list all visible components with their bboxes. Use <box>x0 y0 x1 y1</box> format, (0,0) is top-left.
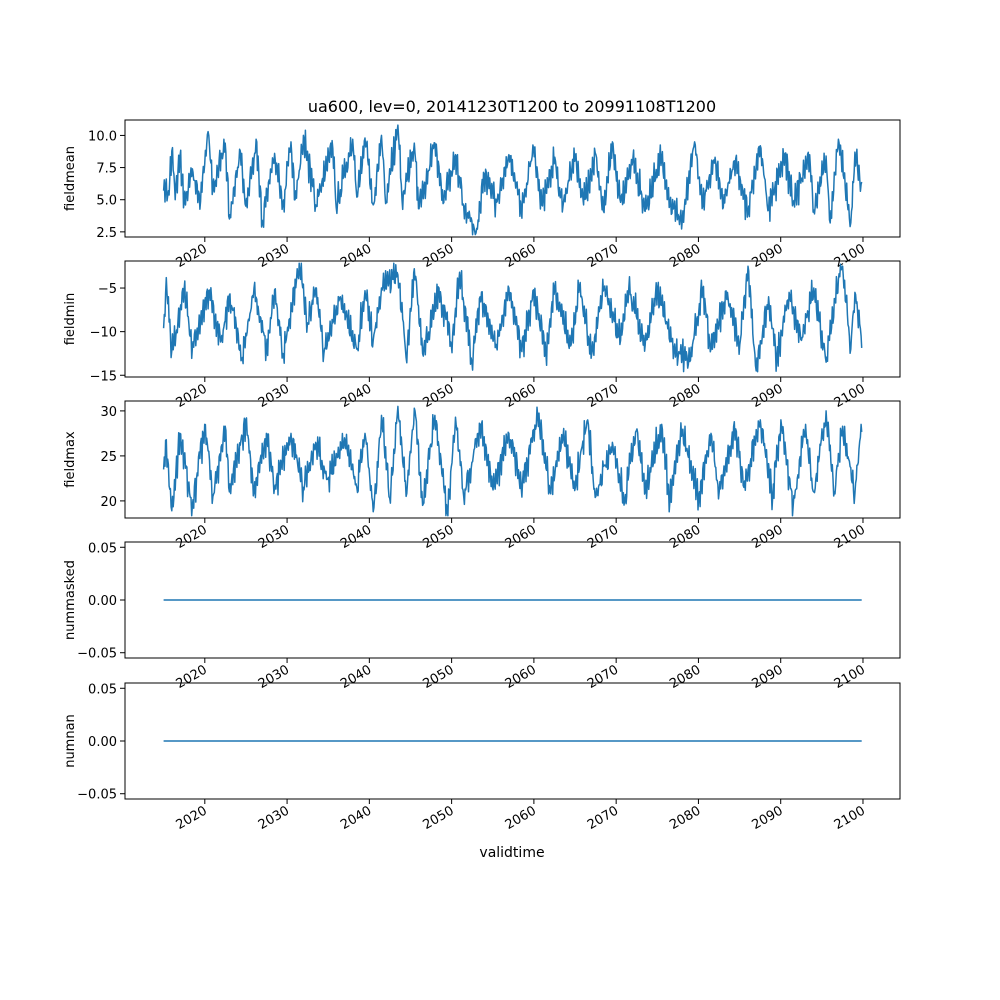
x-tick-label: 2080 <box>667 241 703 271</box>
y-tick-label: 0.05 <box>88 541 117 556</box>
y-tick-label: −10 <box>90 326 117 341</box>
x-tick-label: 2090 <box>750 522 786 552</box>
y-tick-label: −0.05 <box>77 788 117 803</box>
subplot-fieldmin: −15 −10 −5 2020 2030 2040 2050 2060 2070 2080 2090… <box>63 260 901 411</box>
x-tick-label: 2070 <box>585 803 621 833</box>
x-tick-label: 2020 <box>174 381 210 411</box>
x-tick-label: 2080 <box>667 522 703 552</box>
series-line-fieldmin <box>162 262 863 373</box>
x-tick-label: 2090 <box>750 662 786 692</box>
x-tick-label: 2040 <box>338 522 374 552</box>
figure-title: ua600, lev=0, 20141230T1200 to 20991108T… <box>308 97 716 116</box>
x-tick-label: 2100 <box>832 241 868 271</box>
x-tick-label: 2080 <box>667 662 703 692</box>
x-tick-label: 2050 <box>420 241 456 271</box>
y-tick-label: 0.00 <box>88 735 117 750</box>
x-tick-label: 2100 <box>832 522 868 552</box>
subplot-fieldmean: 2.5 5.0 7.5 10.0 2020 2030 2040 2050 2060 2070 208… <box>63 119 901 271</box>
x-tick-label: 2040 <box>338 662 374 692</box>
x-tick-label: 2070 <box>585 381 621 411</box>
x-tick-label: 2050 <box>420 381 456 411</box>
x-tick-label: 2040 <box>338 381 374 411</box>
x-tick-label: 2060 <box>503 522 539 552</box>
y-tick-label: 25 <box>100 450 117 465</box>
y-tick-label: 7.5 <box>96 162 117 177</box>
x-tick-label: 2050 <box>420 662 456 692</box>
x-tick-label: 2060 <box>503 381 539 411</box>
x-tick-label: 2020 <box>174 803 210 833</box>
x-tick-label: 2020 <box>174 522 210 552</box>
x-tick-label: 2060 <box>503 662 539 692</box>
y-axis-label: fieldmax <box>63 431 78 488</box>
axes-frame <box>124 119 901 238</box>
y-tick-label: −15 <box>90 369 117 384</box>
x-tick-label: 2030 <box>256 522 292 552</box>
x-tick-label: 2090 <box>750 241 786 271</box>
x-tick-label: 2030 <box>256 662 292 692</box>
x-tick-label: 2100 <box>832 803 868 833</box>
x-tick-label: 2070 <box>585 241 621 271</box>
axes-frame <box>124 541 901 659</box>
y-tick-label: −5 <box>98 282 117 297</box>
x-tick-label: 2100 <box>832 381 868 411</box>
series-line-fieldmean <box>162 124 863 236</box>
y-tick-label: 0.00 <box>88 594 117 609</box>
x-tick-label: 2060 <box>503 241 539 271</box>
x-tick-label: 2060 <box>503 803 539 833</box>
x-tick-label: 2090 <box>750 803 786 833</box>
x-tick-label: 2020 <box>174 662 210 692</box>
x-tick-label: 2040 <box>338 803 374 833</box>
y-axis-label: fieldmean <box>63 146 78 211</box>
x-tick-label: 2090 <box>750 381 786 411</box>
x-tick-label: 2020 <box>174 241 210 271</box>
y-tick-label: 30 <box>100 405 117 420</box>
subplot-fieldmax: 20 25 30 2020 2030 2040 2050 2060 2070 2080 2090 21… <box>63 400 901 552</box>
x-tick-label: 2040 <box>338 241 374 271</box>
axes-frame <box>124 400 901 519</box>
y-axis-label: nummasked <box>63 560 78 640</box>
series-line-fieldmax <box>162 405 863 517</box>
axes-frame <box>124 682 901 800</box>
subplot-numnan: −0.05 0.00 0.05 2020 2030 2040 2050 2060 2070 208… <box>63 682 901 833</box>
x-tick-label: 2070 <box>585 522 621 552</box>
x-tick-label: 2080 <box>667 803 703 833</box>
axes-frame <box>124 260 901 378</box>
y-axis-label: numnan <box>63 714 78 768</box>
x-tick-label: 2070 <box>585 662 621 692</box>
y-tick-label: 2.5 <box>96 226 117 241</box>
y-tick-label: 20 <box>100 495 117 510</box>
x-tick-label: 2050 <box>420 803 456 833</box>
y-axis-label: fieldmin <box>63 293 78 346</box>
subplot-nummasked: −0.05 0.00 0.05 2020 2030 2040 2050 2060 2070 208… <box>63 541 901 692</box>
x-tick-label: 2030 <box>256 803 292 833</box>
y-tick-label: 10.0 <box>88 129 117 144</box>
x-tick-label: 2100 <box>832 662 868 692</box>
y-tick-label: −0.05 <box>77 647 117 662</box>
y-tick-label: 0.05 <box>88 682 117 697</box>
x-axis-label: validtime <box>479 845 544 861</box>
x-tick-label: 2080 <box>667 381 703 411</box>
x-tick-label: 2030 <box>256 241 292 271</box>
x-tick-label: 2050 <box>420 522 456 552</box>
y-tick-label: 5.0 <box>96 194 117 209</box>
x-tick-label: 2030 <box>256 381 292 411</box>
